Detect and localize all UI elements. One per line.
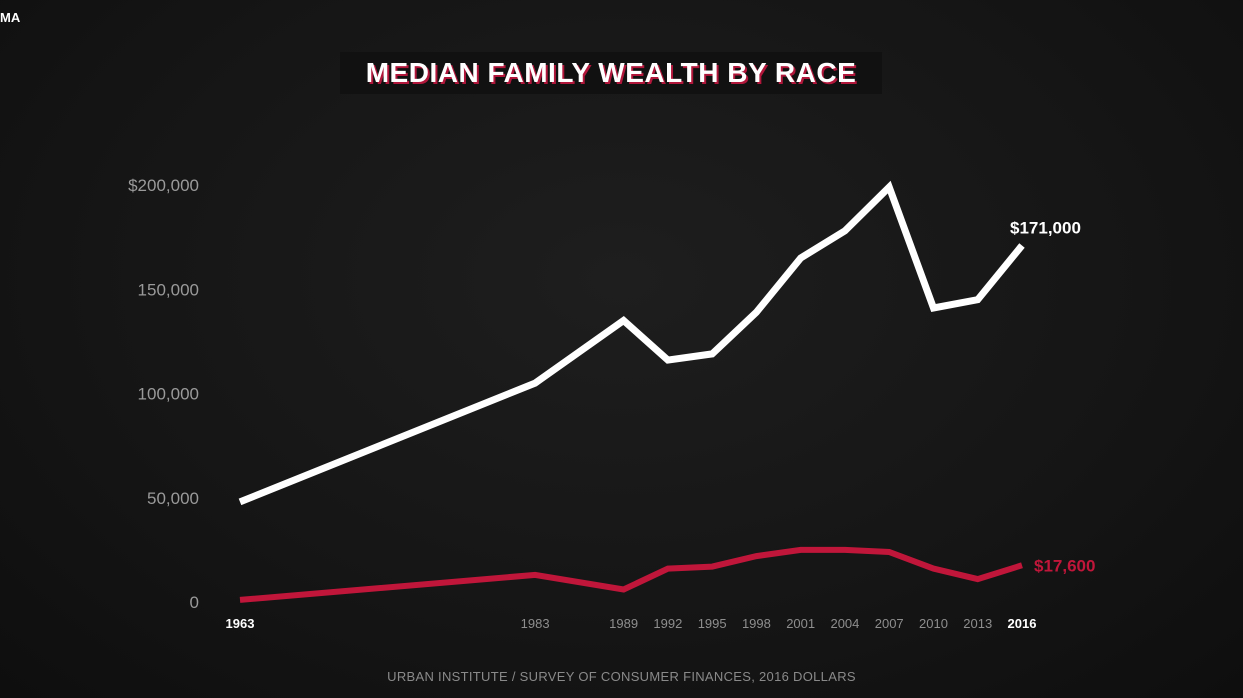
x-tick-label: 2010 xyxy=(919,616,948,631)
series-line-top xyxy=(238,180,1025,506)
chart-title: MEDIAN FAMILY WEALTH BY RACE xyxy=(365,57,857,88)
x-tick-label: 1998 xyxy=(742,616,771,631)
y-tick-label: 150,000 xyxy=(138,280,199,299)
y-tick-label: 0 xyxy=(190,593,199,612)
y-tick-label: $200,000 xyxy=(128,176,199,195)
series-line-bottom xyxy=(239,546,1023,603)
x-axis: 1963 1983 1989 1992 1995 1998 2001 2004 2007 2010… xyxy=(226,616,1037,631)
corner-tag: MA xyxy=(0,10,21,25)
chart-title-box: MEDIAN FAMILY WEALTH BY RACE xyxy=(340,52,882,94)
end-label-top: $171,000 xyxy=(1010,218,1081,237)
x-tick-label: 2007 xyxy=(875,616,904,631)
x-tick-label: 1995 xyxy=(698,616,727,631)
y-tick-label: 50,000 xyxy=(147,489,199,508)
end-label-bottom: $17,600 xyxy=(1034,556,1095,575)
x-tick-label: 2013 xyxy=(963,616,992,631)
x-tick-label: 1989 xyxy=(609,616,638,631)
x-tick-label: 1963 xyxy=(226,616,255,631)
y-tick-label: 100,000 xyxy=(138,385,199,404)
x-tick-label: 1983 xyxy=(521,616,550,631)
x-tick-label: 2016 xyxy=(1008,616,1037,631)
series-lines xyxy=(238,180,1025,603)
source-note: URBAN INSTITUTE / SURVEY OF CONSUMER FIN… xyxy=(387,669,856,684)
x-tick-label: 2004 xyxy=(830,616,859,631)
end-labels: $171,000 $17,600 xyxy=(1010,218,1095,575)
x-tick-label: 1992 xyxy=(653,616,682,631)
x-tick-label: 2001 xyxy=(786,616,815,631)
y-axis: 0 50,000 100,000 150,000 $200,000 xyxy=(128,176,199,612)
